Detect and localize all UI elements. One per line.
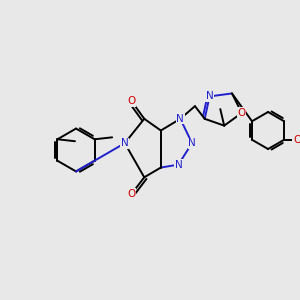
Text: O: O [128, 96, 136, 106]
Text: O: O [238, 108, 246, 118]
Text: N: N [121, 138, 129, 148]
Text: O: O [294, 135, 300, 145]
Text: N: N [176, 114, 184, 124]
Text: N: N [188, 138, 196, 148]
Text: N: N [175, 160, 182, 170]
Text: N: N [206, 92, 213, 101]
Text: O: O [128, 189, 136, 199]
